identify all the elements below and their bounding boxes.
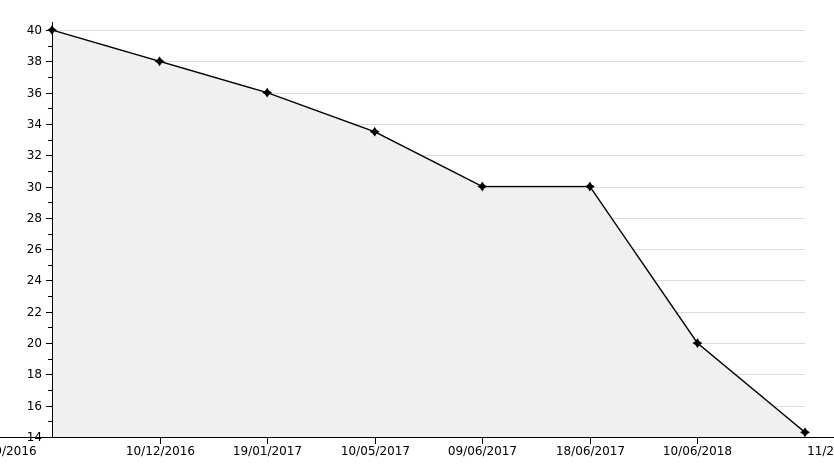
x-tick-label-0: 09/09/2016 <box>0 444 37 458</box>
x-tick-label-3: 10/05/2017 <box>341 444 410 458</box>
x-tick-label-7: 11/2025 <box>807 444 834 458</box>
y-axis-ticks <box>46 30 52 438</box>
y-tick-label-18: 18 <box>27 367 42 381</box>
y-tick-label-36: 36 <box>27 86 42 100</box>
x-tick-label-5: 18/06/2017 <box>556 444 625 458</box>
y-tick-label-26: 26 <box>27 242 42 256</box>
x-tick-label-2: 19/01/2017 <box>233 444 302 458</box>
y-tick-label-32: 32 <box>27 148 42 162</box>
y-tick-label-28: 28 <box>27 211 42 225</box>
x-tick-label-6: 10/06/2018 <box>663 444 732 458</box>
data-point-marker: 18/06/2017: 30 <box>584 181 595 192</box>
data-point-marker: 10/12/2016: 38 <box>154 56 165 67</box>
data-point-marker: 09/09/2016: 40 <box>47 25 57 35</box>
y-tick-label-30: 30 <box>27 180 42 194</box>
x-axis-ticks <box>160 437 698 444</box>
y-tick-label-14: 14 <box>27 430 42 444</box>
area-fill <box>52 30 805 437</box>
x-tick-label-4: 09/06/2017 <box>448 444 517 458</box>
x-tick-label-1: 10/12/2016 <box>126 444 195 458</box>
y-tick-label-22: 22 <box>27 305 42 319</box>
data-point-marker: 11/2025: 14.3 <box>800 427 810 438</box>
y-tick-label-34: 34 <box>27 117 42 131</box>
y-tick-label-20: 20 <box>27 336 42 350</box>
y-tick-label-16: 16 <box>27 399 42 413</box>
data-point-marker: 19/01/2017: 36 <box>262 87 273 98</box>
y-tick-label-38: 38 <box>27 54 42 68</box>
data-point-marker: 10/06/2018: 20 <box>692 338 703 348</box>
y-tick-label-40: 40 <box>27 23 42 37</box>
y-axis-tick-labels: 14 16 18 20 22 24 26 28 30 32 34 36 38 40 <box>27 23 42 444</box>
series-line <box>51 29 806 433</box>
series-area-fill <box>52 30 805 437</box>
series-markers: 09/09/2016: 40 10/12/2016: 38 19/01/2017: … <box>47 25 810 438</box>
data-line <box>51 29 806 433</box>
axis-lines <box>0 22 834 438</box>
data-point-marker: 10/05/2017: 33.5 <box>369 126 380 137</box>
x-axis-tick-labels: 09/09/2016 10/12/2016 19/01/2017 10/05/2017… <box>0 444 834 458</box>
y-tick-label-24: 24 <box>27 273 42 287</box>
data-point-marker: 09/06/2017: 30 <box>477 181 488 192</box>
